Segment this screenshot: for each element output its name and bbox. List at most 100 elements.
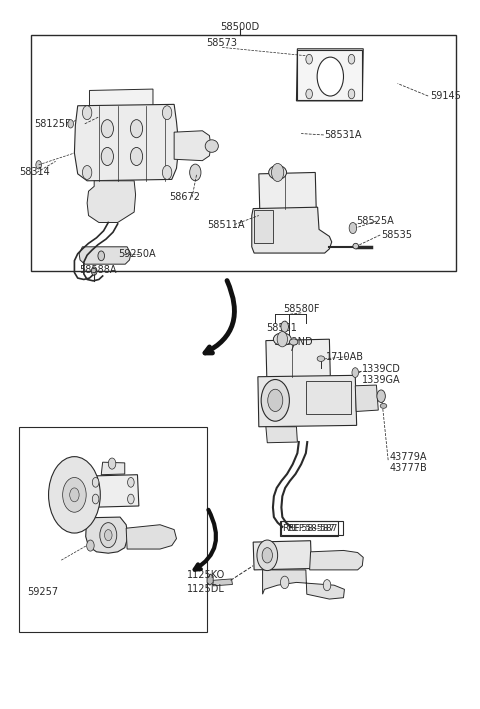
Text: REF.58-587: REF.58-587 [282, 524, 335, 532]
Circle shape [348, 89, 355, 99]
Circle shape [128, 477, 134, 487]
Circle shape [83, 165, 92, 179]
Circle shape [262, 547, 273, 563]
Circle shape [162, 165, 172, 179]
Circle shape [277, 332, 288, 347]
Polygon shape [297, 49, 363, 101]
Text: 1339GA: 1339GA [362, 375, 401, 385]
Polygon shape [126, 525, 177, 549]
Polygon shape [252, 207, 332, 253]
Bar [19, 428, 207, 632]
Circle shape [92, 494, 99, 504]
Circle shape [100, 523, 117, 547]
Circle shape [281, 321, 288, 333]
Polygon shape [207, 574, 213, 585]
Circle shape [377, 390, 385, 403]
Ellipse shape [380, 403, 387, 408]
Circle shape [105, 530, 112, 541]
Circle shape [101, 147, 113, 165]
Circle shape [261, 379, 289, 421]
Text: 58314: 58314 [19, 167, 49, 177]
Circle shape [70, 488, 79, 502]
Circle shape [108, 458, 116, 469]
Polygon shape [101, 462, 125, 475]
Circle shape [349, 223, 357, 233]
Text: 43779A: 43779A [390, 452, 427, 462]
Text: 58535: 58535 [381, 230, 412, 240]
Text: 1339CD: 1339CD [362, 364, 401, 374]
Polygon shape [266, 427, 298, 442]
Polygon shape [87, 475, 139, 508]
Text: 1125KO: 1125KO [187, 571, 226, 581]
Bar [31, 35, 456, 271]
Bar [298, 50, 362, 100]
Text: 58581: 58581 [266, 323, 297, 333]
Bar [306, 381, 351, 414]
Text: 58580F: 58580F [283, 304, 319, 314]
Ellipse shape [289, 339, 298, 345]
Text: 58573: 58573 [206, 38, 238, 48]
Circle shape [131, 120, 143, 138]
FancyArrowPatch shape [205, 281, 234, 353]
Polygon shape [310, 550, 363, 570]
Bar [281, 521, 343, 535]
Text: 43777B: 43777B [390, 464, 427, 474]
Circle shape [87, 540, 94, 551]
Text: 1710AB: 1710AB [325, 352, 364, 362]
Circle shape [101, 120, 113, 138]
Circle shape [92, 477, 99, 487]
Text: 58500D: 58500D [220, 21, 260, 31]
Polygon shape [89, 89, 153, 108]
Polygon shape [79, 247, 131, 264]
Text: 58511A: 58511A [207, 220, 245, 230]
Text: 59257: 59257 [27, 587, 59, 597]
Polygon shape [87, 181, 135, 223]
Circle shape [352, 368, 359, 377]
Circle shape [36, 161, 41, 169]
Text: 1125DL: 1125DL [187, 584, 225, 593]
Circle shape [162, 106, 172, 120]
Circle shape [272, 164, 284, 182]
Polygon shape [259, 172, 316, 210]
Text: 1362ND: 1362ND [274, 337, 313, 347]
Circle shape [91, 267, 97, 275]
Circle shape [268, 389, 283, 411]
Polygon shape [355, 385, 378, 411]
Circle shape [257, 540, 277, 571]
Circle shape [98, 251, 105, 261]
Text: 59145: 59145 [431, 91, 461, 101]
Polygon shape [174, 130, 211, 161]
Circle shape [348, 55, 355, 64]
Text: 58525A: 58525A [357, 216, 395, 226]
Circle shape [306, 55, 312, 64]
Circle shape [128, 494, 134, 504]
Polygon shape [263, 570, 345, 599]
Text: 58588A: 58588A [79, 264, 117, 274]
Text: REF.58-587: REF.58-587 [287, 524, 337, 532]
Polygon shape [74, 104, 179, 181]
Text: 58531A: 58531A [324, 130, 362, 140]
Circle shape [190, 164, 201, 181]
Circle shape [280, 576, 289, 588]
Text: 58672: 58672 [169, 192, 201, 203]
Polygon shape [258, 375, 357, 427]
Polygon shape [266, 339, 330, 378]
Ellipse shape [274, 333, 291, 345]
Bar [254, 210, 273, 243]
Ellipse shape [317, 356, 324, 362]
Circle shape [323, 580, 331, 591]
Circle shape [306, 89, 312, 99]
Ellipse shape [353, 243, 359, 249]
Polygon shape [213, 579, 232, 586]
Circle shape [317, 57, 344, 96]
FancyArrowPatch shape [195, 510, 216, 569]
Text: 59250A: 59250A [118, 249, 156, 259]
Circle shape [48, 457, 100, 533]
Circle shape [131, 147, 143, 165]
Ellipse shape [205, 140, 218, 152]
Polygon shape [86, 517, 128, 553]
Circle shape [63, 477, 86, 512]
Text: 58125F: 58125F [34, 119, 71, 129]
Polygon shape [253, 541, 312, 570]
Circle shape [68, 120, 73, 128]
